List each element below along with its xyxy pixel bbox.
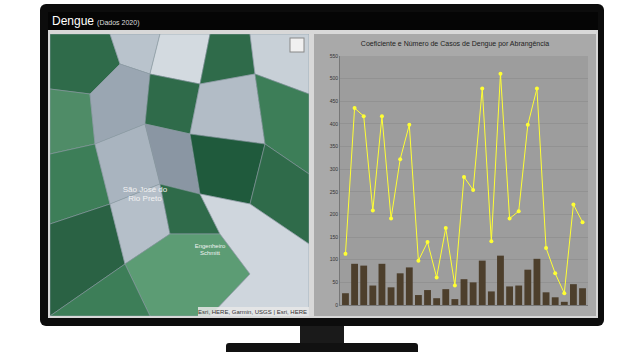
html-text:Dengue (Dados 2020): Dengue (Dados 2020) [52, 14, 140, 28]
svg-text:350: 350 [330, 143, 339, 149]
svg-text:500: 500 [330, 75, 339, 81]
svg-text:EngenheiroSchmitt: EngenheiroSchmitt [195, 243, 226, 256]
svg-text:450: 450 [330, 98, 339, 104]
svg-text:300: 300 [330, 166, 339, 172]
svg-text:400: 400 [330, 121, 339, 127]
svg-text:Coeficiente e Número de Casos: Coeficiente e Número de Casos de Dengue … [361, 40, 549, 48]
svg-text:550: 550 [330, 53, 339, 59]
svg-text:100: 100 [330, 256, 339, 262]
svg-text:Esri, HERE, Garmin, USGS | Esr: Esri, HERE, Garmin, USGS | Esri, HERE [198, 309, 307, 315]
svg-text:50: 50 [332, 279, 338, 285]
svg-text:São José doRio Preto: São José doRio Preto [123, 185, 168, 203]
svg-text:150: 150 [330, 234, 339, 240]
svg-text:250: 250 [330, 189, 339, 195]
svg-text:0: 0 [335, 302, 338, 308]
svg-text:200: 200 [330, 211, 339, 217]
